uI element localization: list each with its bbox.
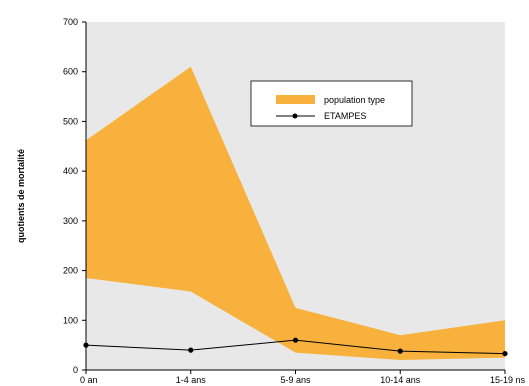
population-type-band [86, 66, 505, 361]
x-tick-label-0: 0 an [80, 375, 98, 385]
x-tick-label-1: 1-4 ans [176, 375, 207, 385]
x-ticks: 0 an 1-4 ans 5-9 ans 10-14 ans 15-19 ns [80, 370, 525, 385]
legend-swatch-etampes-marker [292, 113, 298, 119]
etampes-point-3 [397, 348, 403, 354]
y-tick-label-6: 600 [63, 67, 78, 77]
y-tick-label-5: 500 [63, 116, 78, 126]
etampes-point-1 [188, 347, 194, 353]
x-tick-label-4: 15-19 ns [490, 375, 526, 385]
y-tick-label-3: 300 [63, 216, 78, 226]
x-tick-label-3: 10-14 ans [380, 375, 421, 385]
y-tick-label-7: 700 [63, 17, 78, 27]
etampes-point-2 [292, 337, 299, 343]
legend-label-population-type: population type [324, 95, 385, 105]
etampes-points [83, 337, 508, 357]
legend-swatch-population-type [276, 95, 315, 104]
y-tick-label-4: 400 [63, 166, 78, 176]
y-tick-label-0: 0 [73, 365, 78, 375]
legend-label-etampes: ETAMPES [324, 111, 366, 121]
y-tick-label-1: 100 [63, 315, 78, 325]
etampes-point-4 [502, 350, 508, 357]
legend: population type ETAMPES [250, 80, 413, 127]
x-tick-label-2: 5-9 ans [280, 375, 311, 385]
y-tick-label-2: 200 [63, 266, 78, 276]
y-axis-label: quotients de mortalité [16, 149, 26, 243]
y-ticks: 0 100 200 300 400 500 600 700 [63, 17, 86, 375]
